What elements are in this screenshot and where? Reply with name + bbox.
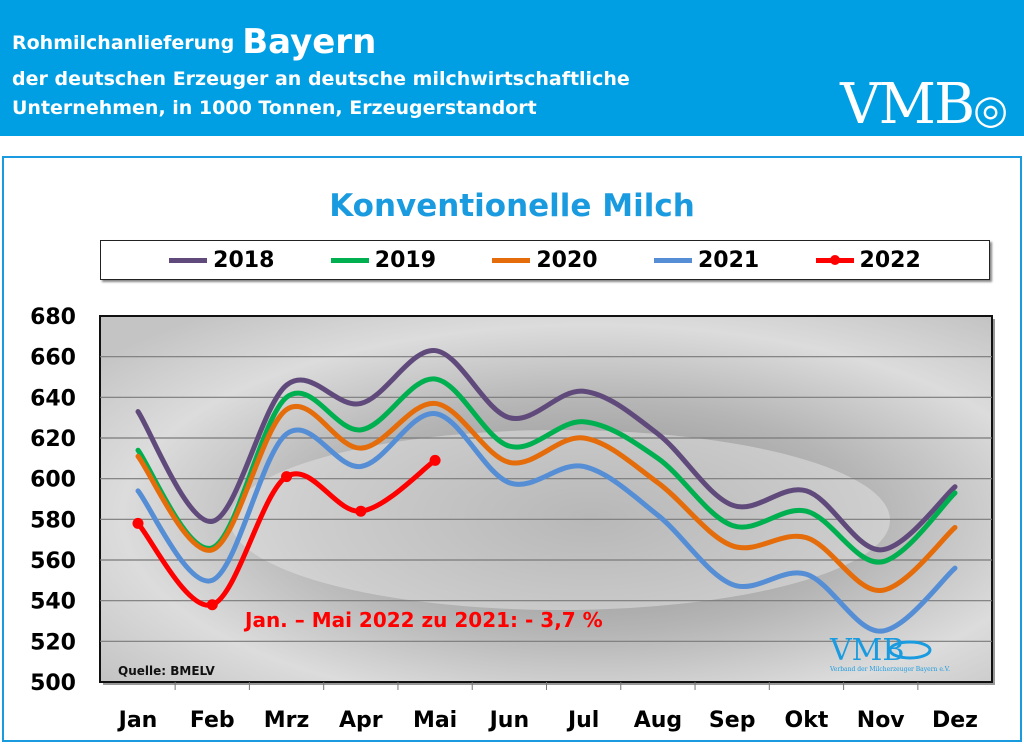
- header-line2: der deutschen Erzeuger an deutsche milch…: [12, 68, 630, 90]
- legend-label: 2019: [374, 247, 436, 273]
- header-line1: Rohmilchanlieferung Bayern: [12, 22, 376, 62]
- series-line-2018: [135, 348, 958, 553]
- x-tick-label: Jun: [488, 708, 530, 733]
- chart-frame: [2, 156, 1022, 742]
- legend-swatch: [330, 257, 369, 263]
- marker-2022: [206, 599, 218, 611]
- legend-label: 2021: [697, 247, 760, 273]
- watermark-sub: Verband der Milcherzeuger Bayern e.V.: [829, 666, 950, 673]
- legend-swatch: [169, 257, 208, 263]
- x-tick-label: Jul: [566, 708, 599, 733]
- y-tick-label: 680: [30, 305, 76, 330]
- series-line-2019: [135, 376, 958, 565]
- x-tick-label: Feb: [190, 708, 235, 733]
- x-tick-label: Jan: [117, 708, 158, 733]
- vmb-logo: VMB◎: [840, 72, 1008, 137]
- x-tick-label: Dez: [932, 708, 978, 733]
- source-note: Quelle: BMELV: [118, 664, 216, 678]
- y-tick-label: 560: [30, 549, 76, 574]
- watermark-drop-icon: [888, 640, 932, 660]
- header-prefix: Rohmilchanlieferung: [12, 32, 235, 54]
- x-tick-label: Nov: [857, 708, 906, 733]
- legend-swatch: [492, 257, 531, 263]
- header-banner: Rohmilchanlieferung Bayern der deutschen …: [0, 0, 1024, 137]
- x-tick-label: Okt: [785, 708, 829, 733]
- header-region: Bayern: [242, 22, 377, 62]
- marker-2022: [355, 505, 367, 517]
- series-line-2020: [135, 400, 958, 593]
- y-tick-label: 600: [30, 468, 76, 493]
- legend-label: 2022: [859, 247, 921, 273]
- chart-title: Konventionelle Milch: [329, 188, 695, 224]
- y-tick-label: 660: [30, 346, 76, 371]
- y-tick-label: 640: [30, 386, 76, 411]
- x-tick-label: Apr: [339, 708, 383, 733]
- legend-item-2020: 2020: [492, 247, 598, 273]
- y-tick-label: 520: [30, 630, 76, 655]
- bg-splash: [230, 430, 890, 610]
- legend-item-2018: 2018: [169, 248, 274, 273]
- legend-label: 2020: [536, 247, 598, 273]
- marker-2022: [132, 517, 144, 529]
- legend-item-2022: 2022: [815, 247, 921, 273]
- annotation: Jan. – Mai 2022 zu 2021: - 3,7 %: [243, 608, 603, 632]
- y-tick-label: 500: [30, 671, 76, 696]
- series-line-2021: [135, 411, 958, 634]
- legend-swatch: [815, 254, 854, 265]
- x-tick-label: Aug: [634, 708, 682, 733]
- x-tick-label: Mrz: [264, 708, 310, 733]
- legend: 2018 2019 2020 2021 2022: [100, 240, 990, 280]
- legend-label: 2018: [213, 247, 275, 273]
- marker-2022: [429, 454, 441, 466]
- legend-swatch: [653, 257, 692, 263]
- x-tick-label: Sep: [709, 708, 756, 733]
- marker-2022: [281, 471, 293, 483]
- legend-item-2019: 2019: [330, 247, 436, 273]
- legend-item-2021: 2021: [653, 247, 760, 273]
- x-tick-label: Mai: [413, 708, 457, 733]
- y-tick-label: 580: [30, 508, 76, 533]
- header-line3: Unternehmen, in 1000 Tonnen, Erzeugersta…: [12, 97, 537, 119]
- series-line-2022: [135, 457, 438, 608]
- y-tick-label: 620: [30, 427, 76, 452]
- y-tick-label: 540: [30, 590, 76, 615]
- watermark-logo: VMB: [829, 633, 904, 668]
